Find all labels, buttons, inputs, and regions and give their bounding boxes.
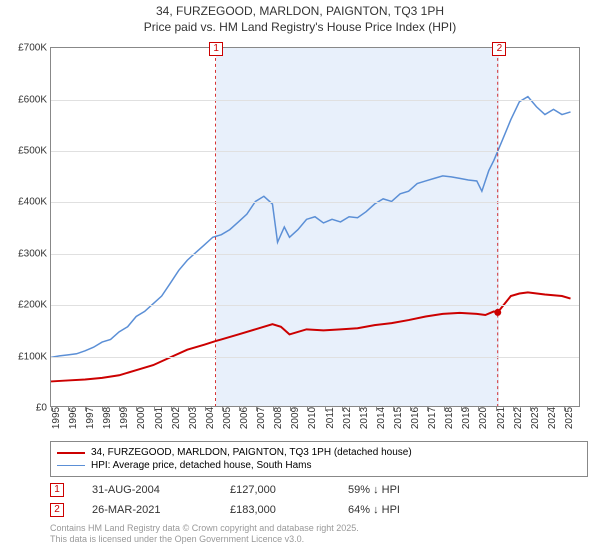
x-tick-label: 1995 <box>51 407 62 429</box>
sale-row-marker: 1 <box>50 483 64 497</box>
x-tick-label: 2017 <box>427 407 438 429</box>
legend-row: 34, FURZEGOOD, MARLDON, PAIGNTON, TQ3 1P… <box>57 446 581 459</box>
x-tick-label: 2025 <box>564 407 575 429</box>
legend-box: 34, FURZEGOOD, MARLDON, PAIGNTON, TQ3 1P… <box>50 441 588 477</box>
chart-title-block: 34, FURZEGOOD, MARLDON, PAIGNTON, TQ3 1P… <box>0 0 600 37</box>
y-tick-label: £600K <box>18 94 47 105</box>
gridline-h <box>51 100 579 101</box>
gridline-h <box>51 357 579 358</box>
x-tick-label: 1999 <box>119 407 130 429</box>
sale-date: 26-MAR-2021 <box>92 504 202 516</box>
gridline-h <box>51 305 579 306</box>
sale-delta: 64% ↓ HPI <box>348 504 400 516</box>
sale-row: 1 31-AUG-2004 £127,000 59% ↓ HPI <box>50 483 588 497</box>
legend-swatch <box>57 465 85 466</box>
x-tick-label: 2019 <box>461 407 472 429</box>
y-tick-label: £700K <box>18 43 47 54</box>
x-tick-label: 2011 <box>325 407 336 429</box>
footnote-line-2: This data is licensed under the Open Gov… <box>50 534 588 545</box>
title-line-2: Price paid vs. HM Land Registry's House … <box>0 20 600 36</box>
footnote-line-1: Contains HM Land Registry data © Crown c… <box>50 523 588 534</box>
sale-price: £127,000 <box>230 484 320 496</box>
x-tick-label: 2003 <box>188 407 199 429</box>
title-line-1: 34, FURZEGOOD, MARLDON, PAIGNTON, TQ3 1P… <box>0 4 600 20</box>
sale-marker: 1 <box>209 42 223 56</box>
x-tick-label: 2013 <box>359 407 370 429</box>
sale-marker: 2 <box>492 42 506 56</box>
x-tick-label: 2002 <box>171 407 182 429</box>
x-tick-label: 2020 <box>478 407 489 429</box>
chart-container: £0 £100K £200K £300K £400K £500K £600K £700K 199… <box>10 37 590 437</box>
sale-price: £183,000 <box>230 504 320 516</box>
x-tick-label: 2016 <box>410 407 421 429</box>
x-tick-label: 2023 <box>530 407 541 429</box>
x-tick-label: 2005 <box>222 407 233 429</box>
sale-delta: 59% ↓ HPI <box>348 484 400 496</box>
x-tick-label: 2007 <box>256 407 267 429</box>
x-tick-label: 2008 <box>273 407 284 429</box>
x-tick-label: 2024 <box>547 407 558 429</box>
sale-row: 2 26-MAR-2021 £183,000 64% ↓ HPI <box>50 503 588 517</box>
legend-label: 34, FURZEGOOD, MARLDON, PAIGNTON, TQ3 1P… <box>91 447 412 458</box>
x-tick-label: 2009 <box>290 407 301 429</box>
x-tick-label: 2001 <box>154 407 165 429</box>
sale-date: 31-AUG-2004 <box>92 484 202 496</box>
y-tick-label: £500K <box>18 146 47 157</box>
sale-dot <box>494 309 501 316</box>
plot-area: £0£100K£200K£300K£400K£500K£600K£700K199… <box>50 47 580 407</box>
x-tick-label: 2010 <box>307 407 318 429</box>
x-tick-label: 2012 <box>342 407 353 429</box>
series-hpi <box>51 97 571 358</box>
legend-label: HPI: Average price, detached house, Sout… <box>91 460 312 471</box>
chart-lines-svg <box>51 48 579 406</box>
x-tick-label: 2021 <box>496 407 507 429</box>
gridline-h <box>51 151 579 152</box>
y-tick-label: £0 <box>36 403 47 414</box>
y-tick-label: £200K <box>18 300 47 311</box>
x-tick-label: 1996 <box>68 407 79 429</box>
x-tick-label: 2022 <box>513 407 524 429</box>
x-tick-label: 1998 <box>102 407 113 429</box>
x-tick-label: 2014 <box>376 407 387 429</box>
footnote: Contains HM Land Registry data © Crown c… <box>50 523 588 545</box>
legend-row: HPI: Average price, detached house, Sout… <box>57 459 581 472</box>
x-tick-label: 2000 <box>136 407 147 429</box>
y-tick-label: £100K <box>18 351 47 362</box>
x-tick-label: 1997 <box>85 407 96 429</box>
sales-block: 1 31-AUG-2004 £127,000 59% ↓ HPI 2 26-MAR-202… <box>0 483 600 517</box>
sale-row-marker: 2 <box>50 503 64 517</box>
x-tick-label: 2018 <box>444 407 455 429</box>
y-tick-label: £400K <box>18 197 47 208</box>
gridline-h <box>51 254 579 255</box>
legend-swatch <box>57 452 85 454</box>
x-tick-label: 2004 <box>205 407 216 429</box>
x-tick-label: 2006 <box>239 407 250 429</box>
x-tick-label: 2015 <box>393 407 404 429</box>
gridline-h <box>51 202 579 203</box>
y-tick-label: £300K <box>18 248 47 259</box>
